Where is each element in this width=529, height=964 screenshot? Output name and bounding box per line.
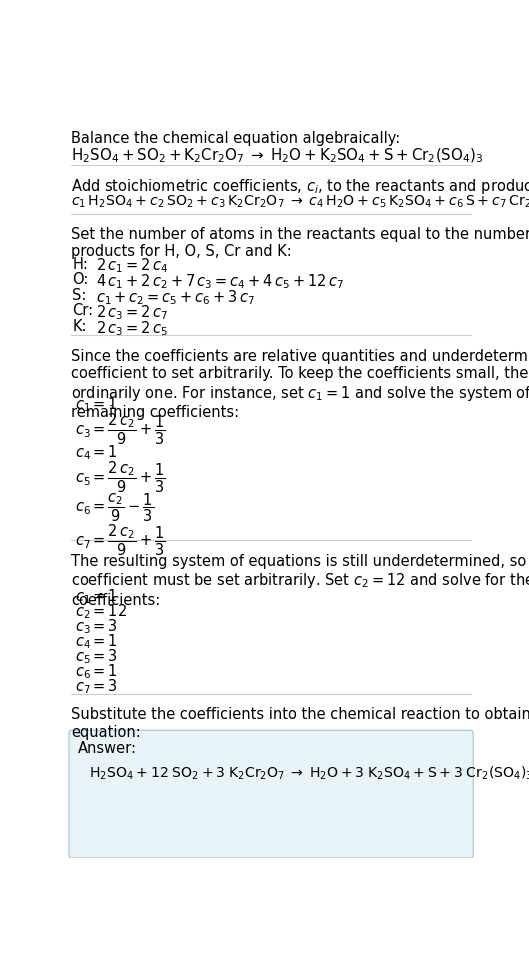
Text: $c_2 = 12$: $c_2 = 12$ <box>75 602 127 622</box>
Text: Since the coefficients are relative quantities and underdetermined, choose a
coe: Since the coefficients are relative quan… <box>71 349 529 420</box>
Text: $c_7 = 3$: $c_7 = 3$ <box>75 677 118 696</box>
Text: Answer:: Answer: <box>78 740 136 756</box>
Text: Set the number of atoms in the reactants equal to the number of atoms in the
pro: Set the number of atoms in the reactants… <box>71 227 529 259</box>
Text: $c_4 = 1$: $c_4 = 1$ <box>75 443 118 463</box>
Text: H:: H: <box>72 256 88 272</box>
Text: Substitute the coefficients into the chemical reaction to obtain the balanced
eq: Substitute the coefficients into the che… <box>71 708 529 739</box>
Text: $2\,c_3 = 2\,c_5$: $2\,c_3 = 2\,c_5$ <box>96 319 168 337</box>
Text: $c_1 = 1$: $c_1 = 1$ <box>75 395 118 415</box>
Text: S:: S: <box>72 288 87 303</box>
Text: $c_6 = \dfrac{c_2}{9} - \dfrac{1}{3}$: $c_6 = \dfrac{c_2}{9} - \dfrac{1}{3}$ <box>75 492 154 523</box>
Text: $4\,c_1 + 2\,c_2 + 7\,c_3 = c_4 + 4\,c_5 + 12\,c_7$: $4\,c_1 + 2\,c_2 + 7\,c_3 = c_4 + 4\,c_5… <box>96 272 344 291</box>
Text: $c_4 = 1$: $c_4 = 1$ <box>75 632 118 651</box>
Text: $c_1\,\mathrm{H_2SO_4} + c_2\,\mathrm{SO_2} + c_3\,\mathrm{K_2Cr_2O_7} \;\righta: $c_1\,\mathrm{H_2SO_4} + c_2\,\mathrm{SO… <box>71 193 529 210</box>
Text: $c_7 = \dfrac{2\,c_2}{9} + \dfrac{1}{3}$: $c_7 = \dfrac{2\,c_2}{9} + \dfrac{1}{3}$ <box>75 522 166 558</box>
Text: The resulting system of equations is still underdetermined, so an additional
coe: The resulting system of equations is sti… <box>71 553 529 608</box>
FancyBboxPatch shape <box>69 731 473 858</box>
Text: Balance the chemical equation algebraically:: Balance the chemical equation algebraica… <box>71 130 400 146</box>
Text: O:: O: <box>72 272 89 287</box>
Text: Add stoichiometric coefficients, $c_i$, to the reactants and products:: Add stoichiometric coefficients, $c_i$, … <box>71 176 529 196</box>
Text: K:: K: <box>72 319 87 335</box>
Text: $2\,c_1 = 2\,c_4$: $2\,c_1 = 2\,c_4$ <box>96 256 168 276</box>
Text: $c_1 + c_2 = c_5 + c_6 + 3\,c_7$: $c_1 + c_2 = c_5 + c_6 + 3\,c_7$ <box>96 288 255 307</box>
Text: $c_1 = 1$: $c_1 = 1$ <box>75 588 118 606</box>
Text: $c_3 = 3$: $c_3 = 3$ <box>75 618 118 636</box>
Text: $\mathrm{H_2SO_4 + 12\;SO_2 + 3\;K_2Cr_2O_7 \;\rightarrow\; H_2O + 3\;K_2SO_4 + : $\mathrm{H_2SO_4 + 12\;SO_2 + 3\;K_2Cr_2… <box>89 764 529 782</box>
Text: Cr:: Cr: <box>72 304 94 318</box>
Text: $2\,c_3 = 2\,c_7$: $2\,c_3 = 2\,c_7$ <box>96 304 168 322</box>
Text: $c_6 = 1$: $c_6 = 1$ <box>75 662 118 681</box>
Text: $c_3 = \dfrac{2\,c_2}{9} + \dfrac{1}{3}$: $c_3 = \dfrac{2\,c_2}{9} + \dfrac{1}{3}$ <box>75 412 166 447</box>
Text: $c_5 = 3$: $c_5 = 3$ <box>75 647 118 666</box>
Text: $\mathrm{H_2SO_4 + SO_2 + K_2Cr_2O_7 \;\rightarrow\; H_2O + K_2SO_4 + S + Cr_2(S: $\mathrm{H_2SO_4 + SO_2 + K_2Cr_2O_7 \;\… <box>71 147 484 165</box>
Text: $c_5 = \dfrac{2\,c_2}{9} + \dfrac{1}{3}$: $c_5 = \dfrac{2\,c_2}{9} + \dfrac{1}{3}$ <box>75 460 166 495</box>
